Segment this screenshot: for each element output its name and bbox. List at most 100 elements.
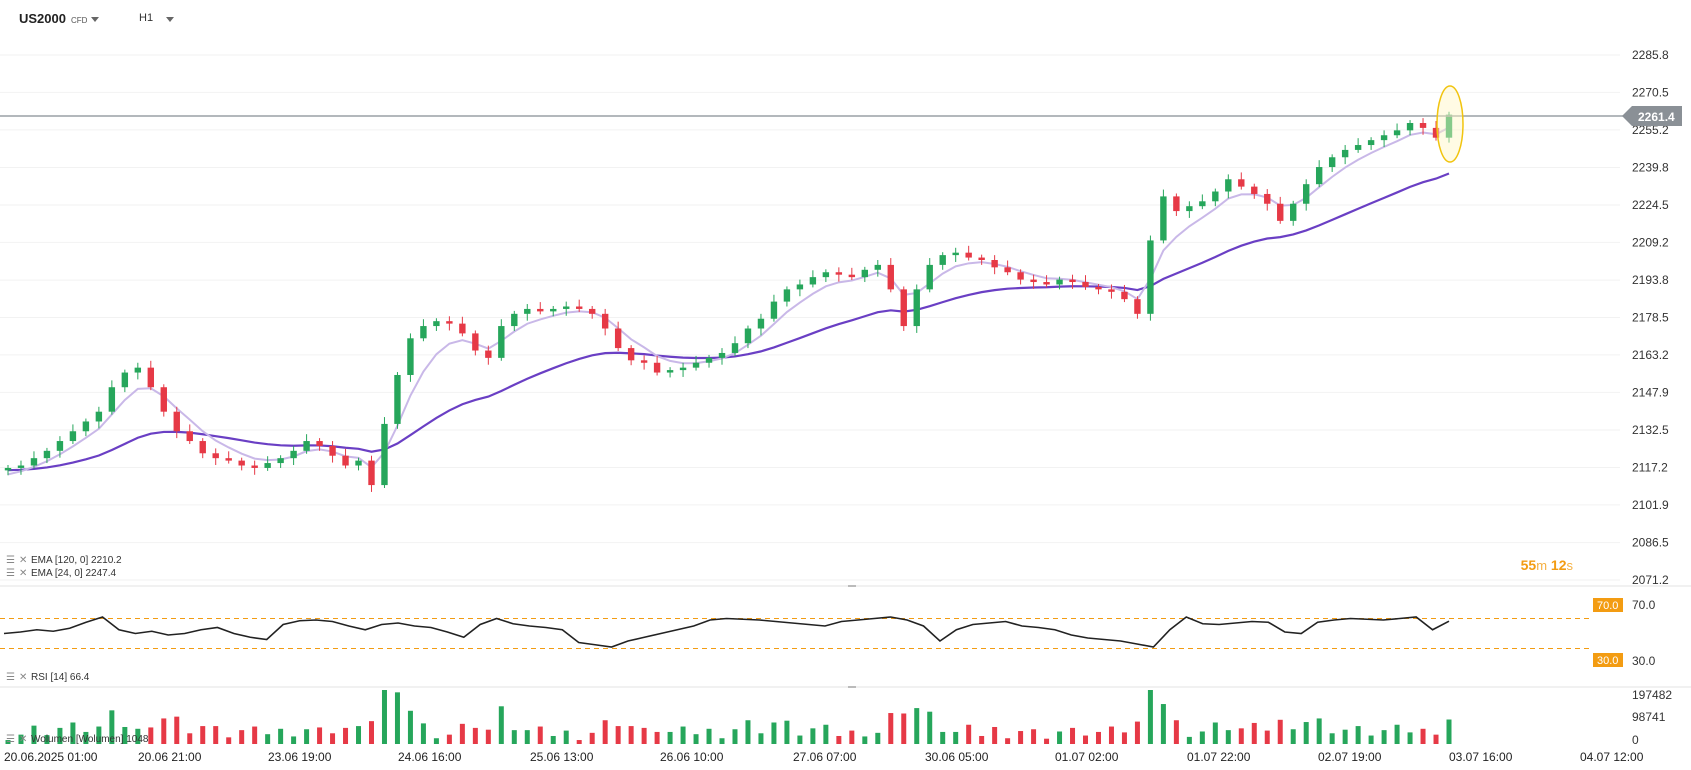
candle-body	[887, 264, 894, 290]
current-price-tag	[1622, 106, 1682, 126]
volume-bar	[1031, 729, 1037, 744]
volume-bar	[1368, 735, 1374, 744]
candle-body	[1328, 157, 1336, 168]
candle-body	[1121, 291, 1128, 300]
candle	[692, 355, 700, 371]
legend-close-icon[interactable]: ✕	[19, 672, 27, 683]
candle	[1302, 179, 1310, 211]
candle	[1277, 196, 1284, 224]
volume-bar	[641, 727, 647, 744]
candle-body	[95, 411, 103, 422]
volume-bar	[602, 720, 608, 744]
volume-bar	[485, 729, 491, 744]
legend-close-icon[interactable]: ✕	[19, 568, 27, 579]
candle-body	[511, 313, 518, 327]
volume-bar	[1433, 734, 1439, 744]
candle-body	[627, 348, 635, 361]
symbol-dropdown-chevron-icon[interactable]	[91, 17, 99, 22]
legend-close-icon[interactable]: ✕	[19, 555, 27, 566]
volume-bar	[862, 736, 868, 744]
candle	[809, 270, 817, 288]
candle-body	[1186, 206, 1193, 212]
candle	[926, 258, 933, 293]
candle	[108, 380, 116, 415]
volume-bar	[1070, 727, 1076, 744]
volume-bar	[1394, 724, 1400, 744]
candle	[186, 424, 193, 444]
legend-menu-icon[interactable]: ☰	[6, 734, 15, 745]
volume-bar	[226, 737, 232, 744]
volume-bar	[1005, 738, 1011, 744]
candle-body	[965, 252, 972, 258]
highlight-ellipse	[1436, 85, 1464, 163]
time-axis-label: 23.06 19:00	[268, 750, 332, 764]
candle-body	[1302, 184, 1310, 204]
candle-body	[524, 308, 531, 314]
candle	[1251, 183, 1258, 199]
volume-legend[interactable]: ☰ ✕ Wolumen [Wolumen] 1048	[6, 734, 149, 745]
candle-body	[498, 326, 505, 358]
legend-close-icon[interactable]: ✕	[19, 734, 27, 745]
candle-body	[43, 450, 51, 459]
candle-body	[679, 367, 687, 371]
volume-bar	[810, 728, 816, 744]
time-axis-label: 02.07 19:00	[1318, 750, 1382, 764]
legend-menu-icon[interactable]: ☰	[6, 568, 15, 579]
volume-bar	[615, 726, 621, 744]
candle	[550, 306, 557, 317]
candle-body	[108, 387, 116, 412]
legend-menu-icon[interactable]: ☰	[6, 672, 15, 683]
ema-120-legend[interactable]: ☰ ✕ EMA [120, 0] 2210.2	[6, 555, 122, 566]
candle-body	[1134, 299, 1141, 314]
candle-body	[1251, 186, 1258, 194]
candle	[614, 321, 622, 352]
symbol-tag: CFD	[70, 16, 88, 25]
candle-body	[1393, 130, 1401, 136]
rsi-upper-tag-bg	[1593, 598, 1623, 612]
rsi-legend-text: RSI [14] 66.4	[31, 672, 90, 683]
ema-24-legend[interactable]: ☰ ✕ EMA [24, 0] 2247.4	[6, 568, 116, 579]
legend-menu-icon[interactable]: ☰	[6, 555, 15, 566]
volume-bar	[200, 726, 206, 744]
candle-body	[56, 441, 64, 451]
candle	[744, 325, 752, 349]
time-axis-label: 30.06 05:00	[925, 750, 989, 764]
candle-body	[485, 350, 492, 358]
timeframe-selector[interactable]: H1	[139, 12, 154, 24]
candle	[1173, 193, 1180, 216]
candle-body	[614, 328, 622, 349]
volume-bar	[1277, 719, 1283, 744]
volume-bar	[1083, 735, 1089, 744]
candle-body	[277, 458, 284, 464]
candle-body	[1406, 123, 1414, 131]
volume-bar	[252, 726, 258, 744]
time-axis-label: 24.06 16:00	[398, 750, 462, 764]
volume-bar	[317, 727, 323, 744]
candle-body	[1315, 167, 1323, 185]
candle-body	[809, 277, 817, 285]
timeframe-dropdown-chevron-icon[interactable]	[166, 17, 174, 22]
candle	[1393, 123, 1401, 139]
rsi-legend[interactable]: ☰ ✕ RSI [14] 66.4	[6, 672, 90, 683]
ema-24-line	[7, 126, 1450, 476]
candle-body	[1030, 279, 1037, 283]
candle-body	[692, 362, 700, 368]
candle-body	[433, 321, 440, 327]
candle-body	[1212, 191, 1219, 202]
volume-axis-max: 197482	[1632, 688, 1672, 702]
candle	[965, 245, 972, 261]
volume-bar	[758, 733, 764, 744]
candle	[212, 448, 219, 466]
volume-bar	[888, 713, 894, 744]
volume-bar	[122, 726, 128, 744]
candle-body	[926, 264, 933, 290]
candle-body	[82, 421, 90, 432]
symbol-selector[interactable]: US2000 CFD	[19, 11, 87, 26]
volume-bar	[343, 727, 349, 744]
volume-bars	[5, 690, 1452, 744]
candle-body	[861, 269, 869, 278]
timer-seconds: 12	[1550, 557, 1567, 573]
time-axis-label: 27.06 07:00	[793, 750, 857, 764]
candle	[472, 330, 479, 356]
